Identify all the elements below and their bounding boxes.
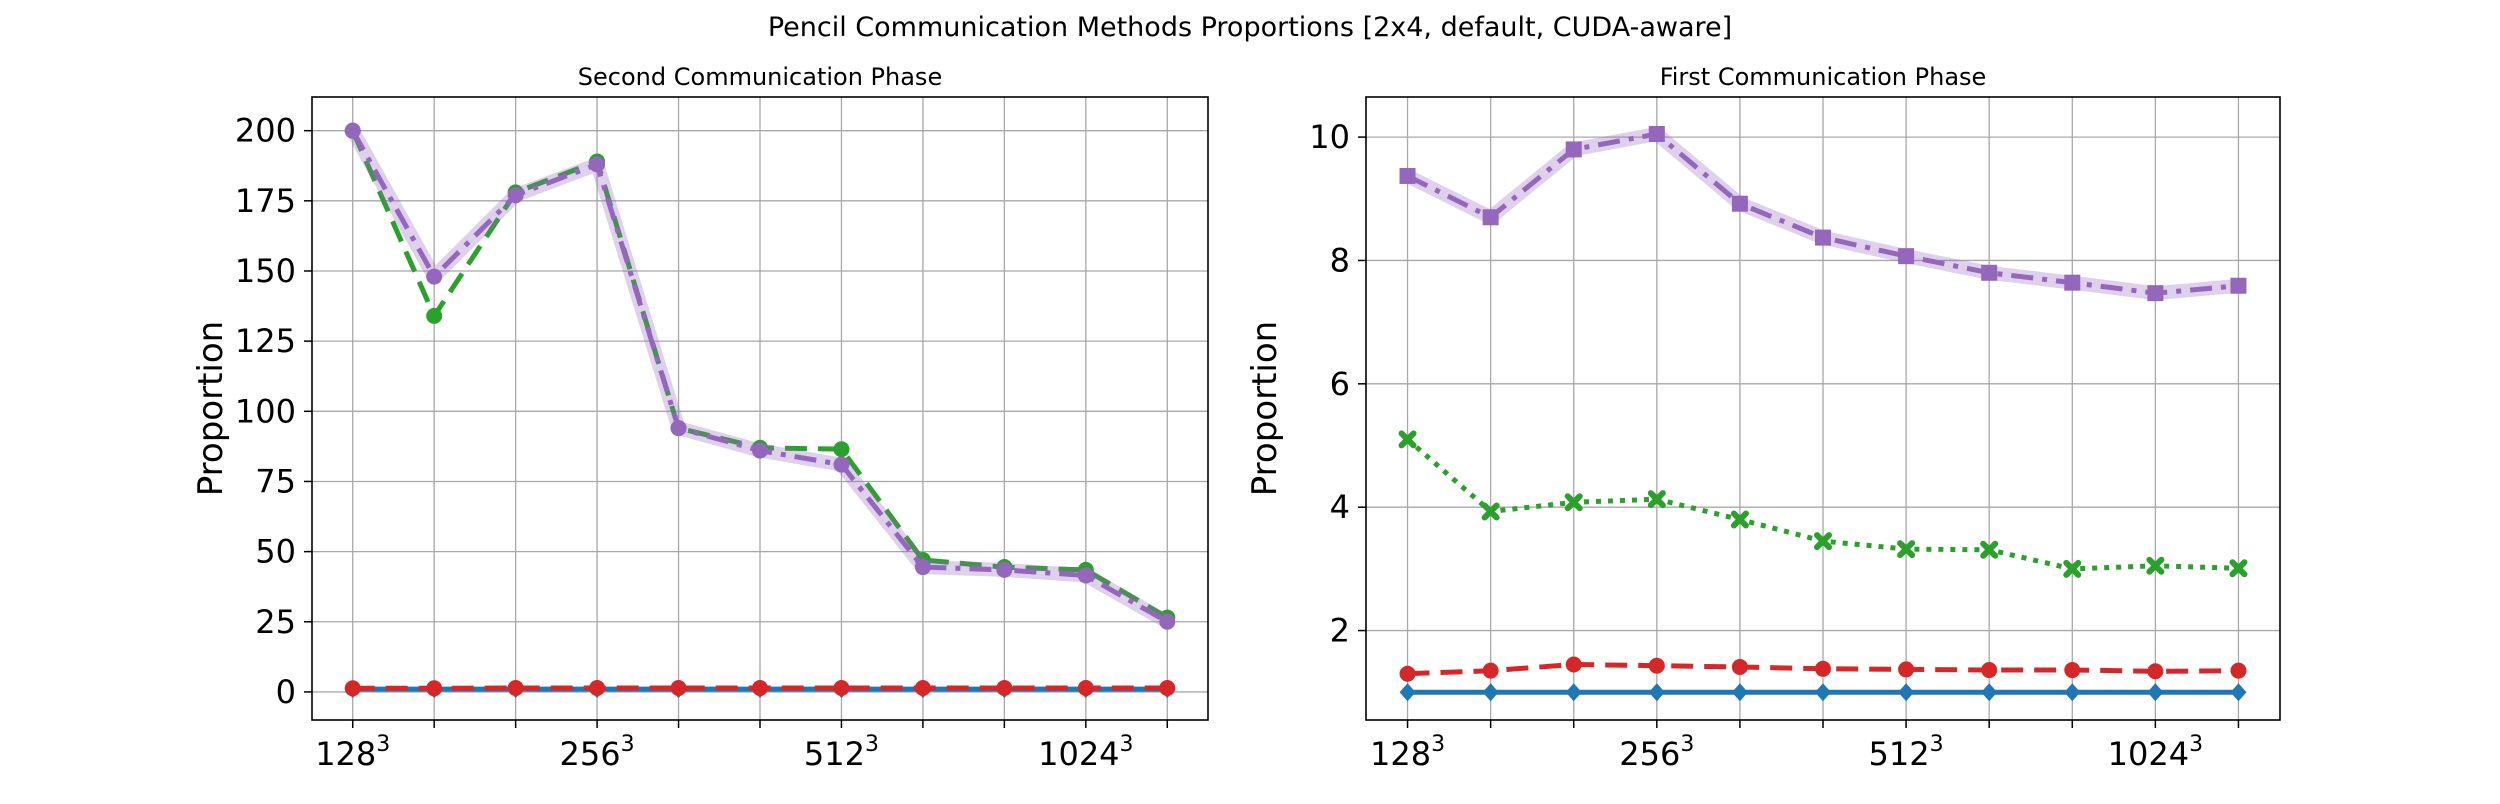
chart1-group: 0 25 50 75 100 125 150 175 200 1283 2563 5123 10243 S… (191, 63, 1208, 773)
chart2-red-marker (1815, 661, 1831, 677)
chart2-green-marker (1568, 496, 1580, 508)
chart2-red-marker (2230, 663, 2246, 679)
chart2-green-marker (1734, 514, 1746, 526)
chart2-red-marker (1981, 662, 1997, 678)
chart1-red-marker (671, 680, 687, 696)
chart2-purple-marker (2064, 275, 2080, 291)
chart1-title: Second Communication Phase (578, 63, 942, 91)
chart1-ytick-label: 175 (235, 182, 296, 220)
chart2-red-marker (1732, 659, 1748, 675)
chart1-red-marker (426, 680, 442, 696)
chart1-purple-marker (752, 443, 768, 459)
chart1-ytick-label: 25 (255, 603, 296, 641)
chart2-blue-marker (1898, 683, 1914, 701)
chart1-purple-marker (833, 457, 849, 473)
chart2-green-marker (1900, 543, 1912, 555)
chart2-blue-marker (1400, 683, 1416, 701)
chart2-title: First Communication Phase (1660, 63, 1987, 91)
chart2-purple-marker (1566, 141, 1582, 157)
chart1-purple-marker (915, 559, 931, 575)
chart2-purple-marker (1732, 196, 1748, 212)
chart2-ytick-label: 2 (1330, 612, 1350, 650)
chart2-blue-marker (1649, 683, 1665, 701)
chart2-green-marker (2149, 560, 2161, 572)
chart1-purple-marker (508, 187, 524, 203)
chart2-green-marker (1983, 544, 1995, 556)
chart2-green-marker (1402, 433, 1414, 445)
chart1-xtick-label: 5123 (804, 732, 879, 773)
chart2-red-marker (2147, 663, 2163, 679)
chart1-green-marker (833, 441, 849, 457)
chart2-red-marker (1566, 656, 1582, 672)
chart2-xtick-label: 1283 (1370, 732, 1445, 773)
chart1-red-marker (996, 680, 1012, 696)
chart1-xtick-label: 1283 (315, 732, 390, 773)
chart2-blue-marker (2230, 683, 2246, 701)
chart2-purple-marker (1815, 230, 1831, 246)
chart1-ytick-label: 75 (255, 462, 296, 500)
chart2-blue-marker (2064, 683, 2080, 701)
chart2-blue-marker (1732, 683, 1748, 701)
chart2-purple-marker (1483, 209, 1499, 225)
chart2-xtick-label: 5123 (1869, 732, 1944, 773)
chart2-blue-marker (2147, 683, 2163, 701)
chart2-ytick-label: 10 (1309, 118, 1350, 156)
chart2-red-marker (1483, 663, 1499, 679)
chart1-red-marker (915, 680, 931, 696)
chart2-blue-marker (1981, 683, 1997, 701)
chart1-ytick-label: 125 (235, 322, 296, 360)
chart2-green-marker (2232, 562, 2244, 574)
chart2-red-marker (1649, 658, 1665, 674)
chart2-group: 2 4 6 8 10 1283 2563 5123 10243 First Communicati… (1245, 63, 2280, 773)
chart2-ytick-label: 4 (1330, 488, 1350, 526)
chart1-ytick-label: 100 (235, 392, 296, 430)
chart1-red-marker (1078, 680, 1094, 696)
chart2-xtick-label: 10243 (2108, 732, 2203, 773)
chart2-purple-marker (1898, 248, 1914, 264)
chart1-purple-marker (589, 156, 605, 172)
chart2-green-marker (1817, 535, 1829, 547)
chart1-xtick-label: 2563 (560, 732, 635, 773)
chart2-green-marker (2066, 563, 2078, 575)
chart2-red-marker (2064, 662, 2080, 678)
chart2-ytick-label: 6 (1330, 365, 1350, 403)
chart2-purple-marker (1981, 265, 1997, 281)
chart1-xtick-label: 10243 (1038, 732, 1133, 773)
chart1-red-marker (345, 680, 361, 696)
chart1-purple-marker (1159, 614, 1175, 630)
chart1-red-marker (589, 680, 605, 696)
chart1-purple-marker (1078, 567, 1094, 583)
chart1-red-marker (833, 680, 849, 696)
chart2-ylabel: Proportion (1245, 321, 1285, 496)
chart2-xtick-label: 2563 (1619, 732, 1694, 773)
chart2-green-marker (1485, 506, 1497, 518)
chart1-purple-marker (345, 123, 361, 139)
chart1-red-marker (752, 680, 768, 696)
chart2-blue-marker (1483, 683, 1499, 701)
chart1-green-marker (426, 308, 442, 324)
chart1-ylabel: Proportion (191, 321, 231, 496)
chart2-blue-marker (1566, 683, 1582, 701)
chart2-blue-marker (1815, 683, 1831, 701)
chart2-purple-marker (2230, 278, 2246, 294)
chart1-purple-marker (996, 562, 1012, 578)
chart2-purple-marker (2147, 285, 2163, 301)
chart2-red-marker (1898, 661, 1914, 677)
chart2-green-marker (1651, 493, 1663, 505)
chart1-red-marker (508, 680, 524, 696)
chart1-ytick-label: 0 (276, 673, 296, 711)
figure-title: Pencil Communication Methods Proportions… (0, 12, 2500, 43)
chart1-ytick-label: 200 (235, 112, 296, 150)
chart2-purple-marker (1400, 168, 1416, 184)
chart1-ytick-label: 150 (235, 252, 296, 290)
chart2-purple-marker (1649, 126, 1665, 142)
chart1-ytick-label: 50 (255, 533, 296, 571)
chart1-red-marker (1159, 680, 1175, 696)
chart1-purple-marker (426, 269, 442, 285)
chart2-red-marker (1400, 666, 1416, 682)
chart1-purple-marker (671, 420, 687, 436)
chart2-ytick-label: 8 (1330, 241, 1350, 279)
